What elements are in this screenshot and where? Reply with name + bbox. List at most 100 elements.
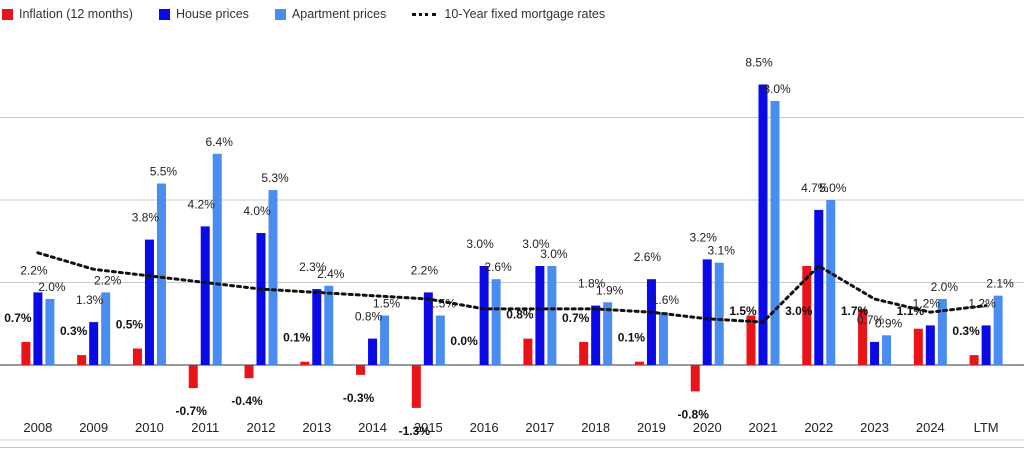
apartment-price-data-label: 2.2% xyxy=(94,273,122,287)
apartment-price-bar xyxy=(658,312,668,365)
house-price-data-label: 1.3% xyxy=(76,293,104,307)
apartment-price-data-label: 8.0% xyxy=(763,82,791,96)
inflation-bar xyxy=(77,355,87,365)
house-price-bar xyxy=(312,289,322,365)
apartment-price-bar xyxy=(435,315,445,365)
inflation-bar xyxy=(188,365,198,389)
apartment-price-bar xyxy=(882,335,892,365)
legend-label-house-prices: House prices xyxy=(175,7,249,21)
house-price-bar xyxy=(33,292,43,365)
inflation-data-label: 3.0% xyxy=(785,304,813,318)
apartment-price-bar xyxy=(993,295,1003,365)
house-price-bar xyxy=(144,239,154,365)
inflation-data-label: 0.7% xyxy=(4,311,32,325)
apartment-price-bar xyxy=(714,262,724,365)
inflation-bar xyxy=(356,365,366,375)
x-tick-label: 2024 xyxy=(916,420,945,435)
inflation-data-label: -0.8% xyxy=(678,407,710,421)
apartment-price-data-label: 6.4% xyxy=(206,135,234,149)
inflation-bar xyxy=(690,365,700,392)
apartment-price-data-label: 2.0% xyxy=(38,280,66,294)
apartment-price-data-label: 1.6% xyxy=(652,293,680,307)
inflation-data-label: 1.1% xyxy=(897,304,925,318)
legend-item-house-prices: House prices xyxy=(158,7,249,21)
apartment-price-bar xyxy=(101,292,111,365)
house-price-data-label: 2.2% xyxy=(20,263,48,277)
house-price-data-label: 8.5% xyxy=(745,56,773,70)
house-price-data-label: 2.6% xyxy=(634,250,662,264)
inflation-data-label: 0.0% xyxy=(450,334,478,348)
house-price-bar xyxy=(925,325,935,365)
inflation-data-label: 0.1% xyxy=(283,331,311,345)
house-price-data-label: 4.2% xyxy=(188,197,216,211)
house-price-data-label: 4.7% xyxy=(801,181,829,195)
apartment-price-bar xyxy=(380,315,390,365)
x-tick-label: 2021 xyxy=(749,420,778,435)
house-price-data-label: 4.0% xyxy=(243,204,271,218)
legend-label-apartment-prices: Apartment prices xyxy=(291,7,387,21)
house-price-data-label: 2.3% xyxy=(299,260,327,274)
house-price-data-label: 3.2% xyxy=(690,230,718,244)
apartment-price-data-label: 5.5% xyxy=(150,165,178,179)
house-price-bar xyxy=(200,226,210,365)
apartment-price-data-label: 5.0% xyxy=(819,181,847,195)
inflation-bar xyxy=(523,338,533,365)
house-price-data-label: 3.0% xyxy=(522,237,550,251)
inflation-data-label: 0.7% xyxy=(562,311,590,325)
x-tick-label: 2008 xyxy=(23,420,52,435)
apartment-price-bar xyxy=(324,285,334,365)
apartment-price-data-label: 2.1% xyxy=(986,277,1014,291)
legend: Inflation (12 months) House prices Apart… xyxy=(2,4,631,24)
apartment-price-data-label: 0.9% xyxy=(875,316,903,330)
legend-item-apartment-prices: Apartment prices xyxy=(274,7,387,21)
house-price-data-label: 3.8% xyxy=(132,211,160,225)
apartment-price-bar xyxy=(547,266,557,365)
house-price-data-label: 3.0% xyxy=(466,237,494,251)
apartment-price-bar xyxy=(770,101,780,365)
inflation-data-label: -0.3% xyxy=(343,391,375,405)
x-tick-label: 2022 xyxy=(804,420,833,435)
apartment-price-bar xyxy=(826,200,836,365)
x-tick-label: 2009 xyxy=(79,420,108,435)
inflation-data-label: -1.3% xyxy=(399,424,431,438)
inflation-data-label: 1.5% xyxy=(729,304,757,318)
x-tick-label: 2020 xyxy=(693,420,722,435)
apartment-price-bar xyxy=(45,299,55,365)
inflation-bar xyxy=(969,355,979,365)
apartment-price-bar xyxy=(156,183,166,365)
inflation-bar xyxy=(913,328,923,365)
house-price-bar xyxy=(479,266,489,365)
x-tick-label: 2017 xyxy=(525,420,554,435)
house-price-bar xyxy=(758,84,768,365)
legend-label-inflation: Inflation (12 months) xyxy=(19,7,133,21)
inflation-data-label: 0.1% xyxy=(618,331,646,345)
house-price-data-label: 2.2% xyxy=(411,263,439,277)
x-tick-label: 2013 xyxy=(302,420,331,435)
inflation-data-label: 0.5% xyxy=(116,318,144,332)
legend-swatch-inflation xyxy=(2,8,13,20)
x-tick-label: 2016 xyxy=(470,420,499,435)
inflation-bar xyxy=(300,361,310,365)
house-price-bar xyxy=(368,338,378,365)
inflation-bar xyxy=(858,308,868,365)
inflation-bar xyxy=(411,365,421,408)
inflation-bar xyxy=(244,365,254,379)
mortgage-rate-line xyxy=(36,251,988,324)
house-price-bar xyxy=(646,279,656,365)
inflation-bar xyxy=(634,361,644,365)
house-price-bar xyxy=(89,322,99,365)
apartment-price-bar xyxy=(491,279,501,365)
apartment-price-data-label: 1.9% xyxy=(596,283,624,297)
house-price-data-label: 0.8% xyxy=(355,310,383,324)
house-price-data-label: 1.2% xyxy=(913,296,941,310)
legend-item-inflation: Inflation (12 months) xyxy=(2,7,133,21)
legend-swatch-mortgage-rates xyxy=(412,12,437,16)
x-tick-label: 2023 xyxy=(860,420,889,435)
apartment-price-data-label: 2.6% xyxy=(484,260,512,274)
apartment-price-data-label: 5.3% xyxy=(261,171,289,185)
x-tick-label: 2012 xyxy=(247,420,276,435)
apartment-price-bar xyxy=(603,302,613,365)
inflation-bar xyxy=(579,341,589,365)
inflation-data-label: 0.3% xyxy=(60,324,88,338)
